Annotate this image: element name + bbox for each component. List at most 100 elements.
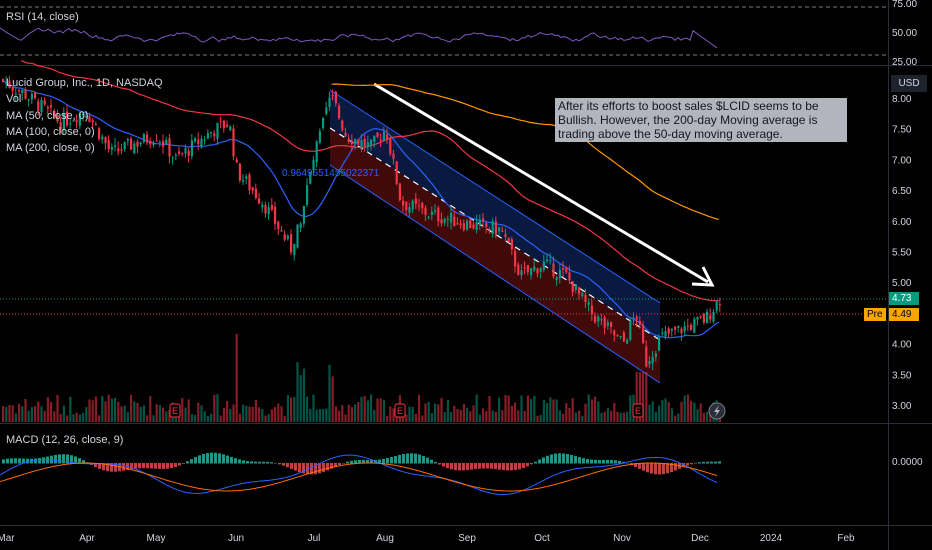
candle-body	[520, 270, 523, 276]
volume-bar	[514, 402, 517, 422]
candle-body	[110, 147, 113, 150]
candle-body	[667, 328, 670, 334]
macd-histogram-bar	[330, 463, 333, 469]
candle-body	[146, 134, 149, 143]
macd-histogram-bar	[258, 461, 261, 464]
volume-bar	[619, 412, 622, 422]
candle-body	[117, 148, 120, 152]
candle-body	[478, 219, 481, 225]
candle-body	[709, 315, 712, 320]
time-axis: Mar Apr May Jun Jul Aug Sep Oct Nov Dec 2024 Feb	[0, 533, 855, 544]
volume-bar	[117, 401, 120, 422]
candle-body	[562, 267, 565, 270]
macd-histogram-bar	[102, 463, 105, 471]
candle-body	[459, 223, 462, 226]
volume-bar	[120, 406, 123, 422]
volume-bar	[603, 411, 606, 422]
macd-histogram-bar	[434, 461, 437, 464]
volume-bar	[197, 402, 200, 422]
candle-body	[43, 100, 46, 105]
rsi-series	[0, 27, 718, 49]
volume-bar	[146, 415, 149, 422]
candle-body	[197, 139, 200, 145]
candle-body	[210, 131, 213, 134]
volume-bar	[536, 415, 539, 422]
time-tick-label: May	[147, 533, 166, 544]
candle-body	[552, 263, 555, 277]
volume-bar	[600, 413, 603, 422]
candle-body	[194, 138, 197, 142]
macd-histogram-bar	[686, 463, 689, 466]
candle-body	[610, 322, 613, 328]
channel-label: 0.9649651455022371	[282, 168, 380, 179]
volume-bar	[2, 406, 5, 422]
volume-bar	[469, 411, 472, 422]
volume-bar	[456, 409, 459, 422]
candle-body	[296, 224, 299, 248]
volume-bar	[98, 415, 101, 422]
volume-bar	[549, 397, 552, 422]
earnings-marker[interactable]: E	[169, 403, 181, 418]
volume-bar	[680, 401, 683, 422]
volume-bar	[107, 394, 110, 422]
macd-histogram-bar	[394, 455, 397, 464]
candle-body	[30, 93, 33, 100]
candle-body	[229, 126, 232, 131]
volume-bar	[37, 401, 40, 422]
volume-bar	[24, 398, 27, 422]
trend-arrow	[373, 82, 715, 287]
volume-bar	[338, 410, 341, 422]
macd-histogram-bar	[362, 459, 365, 464]
candle-body	[136, 141, 139, 147]
candle-body	[258, 198, 261, 204]
macd-histogram-bar	[650, 463, 653, 474]
volume-bar	[590, 399, 593, 422]
earnings-marker[interactable]: E	[394, 403, 406, 418]
macd-histogram-bar	[70, 455, 73, 464]
candle-body	[648, 360, 651, 365]
volume-bar	[104, 401, 107, 422]
macd-histogram-bar	[358, 459, 361, 464]
volume-bar	[360, 396, 363, 422]
volume-bar	[69, 396, 72, 422]
currency-button[interactable]: USD	[891, 75, 927, 92]
earnings-marker[interactable]: E	[632, 403, 644, 418]
volume-bar	[354, 404, 357, 422]
macd-histogram-bar	[58, 454, 61, 464]
macd-histogram-bar	[266, 461, 269, 464]
volume-bar	[318, 409, 321, 422]
volume-bar	[232, 404, 235, 422]
macd-histogram-bar	[78, 458, 81, 464]
candle-body	[504, 234, 507, 238]
volume-bar	[475, 394, 478, 422]
macd-histogram-bar	[426, 457, 429, 464]
candle-body	[430, 211, 433, 215]
macd-histogram-bar	[402, 453, 405, 464]
volume-bar	[568, 407, 571, 422]
time-tick-label: Jun	[228, 533, 244, 544]
candle-body	[661, 332, 664, 335]
macd-histogram-bar	[658, 463, 661, 475]
volume-bar	[565, 403, 568, 422]
candle-body	[2, 79, 5, 81]
volume-bar	[674, 415, 677, 422]
volume-bar	[155, 404, 158, 422]
candle-body	[261, 204, 264, 208]
price-tick-label: 7.00	[892, 155, 912, 166]
candle-body	[354, 139, 357, 144]
volume-bar	[552, 399, 555, 422]
macd-histogram-bar	[550, 454, 553, 464]
candle-body	[270, 204, 273, 210]
volume-bar	[229, 408, 232, 422]
flash-icon[interactable]	[708, 402, 726, 420]
macd-histogram-bar	[526, 463, 529, 467]
volume-bar	[56, 394, 59, 422]
macd-histogram-bar	[390, 457, 393, 464]
candle-body	[107, 140, 110, 150]
volume-bar	[258, 407, 261, 422]
macd-histogram-bar	[278, 463, 281, 465]
macd-histogram-bar	[446, 463, 449, 469]
channel-bottom-line	[329, 164, 661, 384]
candle-body	[14, 93, 17, 95]
